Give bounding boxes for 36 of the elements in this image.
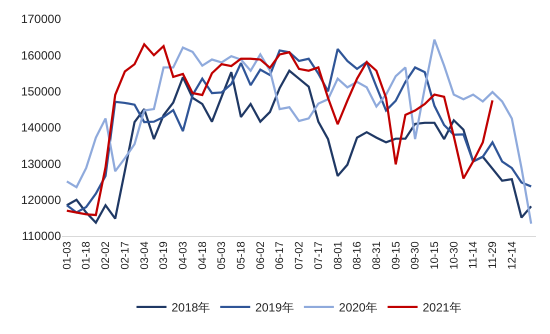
x-tick-label: 01-03: [61, 241, 74, 270]
x-tick-label: 11-14: [468, 241, 480, 269]
legend-label: 2019年: [255, 300, 294, 315]
x-tick-label: 01-18: [80, 241, 93, 270]
x-tick-label: 02-17: [119, 241, 132, 270]
y-tick-label: 110000: [22, 229, 62, 244]
x-tick-label: 06-02: [254, 241, 267, 270]
line-series: [66, 70, 532, 224]
y-tick-label: 160000: [20, 48, 62, 62]
y-tick-label: 150000: [20, 84, 62, 99]
x-tick-label: 05-18: [236, 241, 248, 270]
x-tick-label: 11-29: [487, 241, 500, 269]
y-tick-label: 170000: [20, 12, 62, 26]
x-tick-label: 09-15: [390, 241, 402, 270]
x-tick-label: 06-17: [274, 241, 286, 270]
x-tick-label: 07-17: [312, 241, 325, 270]
x-tick-label: 10-15: [429, 241, 442, 270]
x-tick-label: 09-30: [410, 241, 422, 270]
x-tick-label: 12-14: [506, 241, 518, 270]
x-tick-label: 02-02: [100, 241, 112, 270]
y-tick-label: 130000: [20, 156, 62, 171]
legend-label: 2021年: [422, 300, 462, 315]
x-tick-label: 07-02: [294, 241, 306, 270]
x-tick-label: 05-03: [216, 241, 228, 270]
x-tick-label: 08-16: [352, 241, 364, 270]
legend-label: 2018年: [172, 300, 210, 315]
x-tick-label: 10-30: [448, 241, 460, 270]
x-tick-label: 04-18: [196, 241, 209, 270]
y-tick-label: 140000: [20, 120, 62, 135]
legend-label: 2020年: [338, 300, 378, 315]
x-tick-label: 08-31: [370, 241, 383, 270]
x-tick-label: 03-04: [138, 241, 151, 270]
y-tick-label: 120000: [20, 193, 62, 208]
x-tick-label: 04-03: [177, 241, 190, 270]
x-tick-label: 08-01: [332, 241, 344, 270]
x-tick-label: 03-19: [158, 241, 170, 270]
